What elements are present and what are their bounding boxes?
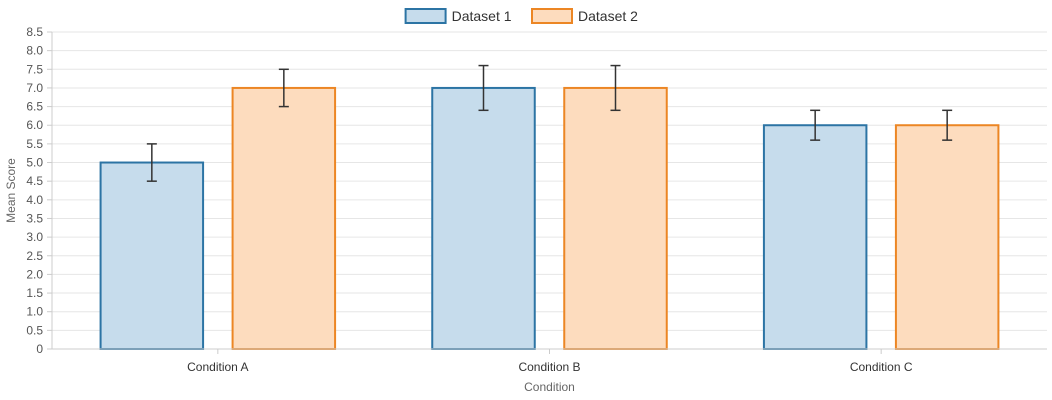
x-tick-label: Condition A: [187, 360, 248, 374]
legend-item-dataset-1[interactable]: Dataset 1: [404, 8, 512, 24]
axes: 0 0.5 1.0 1.5 2.0 2.5 3.0 3.5 4.0 4.5 5.0 5.5 6.0 6.5…: [4, 25, 1047, 394]
error-bar: [810, 109, 821, 141]
y-tick-label: 2.5: [26, 249, 43, 263]
y-tick-label: 3.5: [26, 211, 43, 225]
bars: [99, 86, 1000, 351]
y-tick-label: 5.0: [26, 156, 43, 170]
legend-swatch: [404, 8, 447, 24]
error-bar: [610, 64, 621, 112]
legend-item-dataset-2[interactable]: Dataset 2: [531, 8, 638, 24]
legend-swatch: [531, 8, 573, 24]
bar-dataset-2-condition-c[interactable]: [894, 124, 1000, 350]
x-tick-label: Condition C: [850, 360, 913, 374]
gridlines: [52, 31, 1047, 350]
x-axis-title: Condition: [524, 380, 575, 394]
y-tick-label: 2.0: [26, 267, 43, 281]
x-tick-label: Condition B: [518, 360, 580, 374]
y-tick-label: 8.5: [26, 25, 43, 39]
bar-dataset-1-condition-b[interactable]: [431, 86, 536, 351]
y-tick-label: 8.0: [26, 44, 43, 58]
bar-dataset-2-condition-b[interactable]: [563, 86, 668, 351]
y-tick-label: 7.5: [26, 62, 43, 76]
legend[interactable]: Dataset 1 Dataset 2: [404, 8, 639, 24]
y-tick-label: 1.5: [26, 286, 43, 300]
y-tick-label: 6.0: [26, 118, 43, 132]
bar-dataset-1-condition-a[interactable]: [99, 161, 205, 350]
bar-dataset-1-condition-c[interactable]: [762, 124, 868, 350]
error-bar: [146, 143, 157, 182]
error-bars: [146, 64, 953, 182]
bar-dataset-2-condition-a[interactable]: [231, 86, 337, 351]
y-tick-label: 0.5: [26, 323, 43, 337]
error-bar: [942, 109, 953, 141]
y-axis-title: Mean Score: [4, 158, 18, 223]
legend-label: Dataset 2: [578, 8, 638, 24]
y-tick-label: 7.0: [26, 81, 43, 95]
y-tick-label: 1.0: [26, 305, 43, 319]
y-tick-label: 3.0: [26, 230, 43, 244]
y-tick-label: 5.5: [26, 137, 43, 151]
y-tick-label: 0: [36, 342, 43, 356]
y-tick-label: 6.5: [26, 100, 43, 114]
y-tick-label: 4.5: [26, 174, 43, 188]
error-bar: [478, 64, 489, 112]
y-tick-label: 4.0: [26, 193, 43, 207]
error-bar: [278, 68, 289, 108]
legend-label: Dataset 1: [452, 8, 512, 24]
